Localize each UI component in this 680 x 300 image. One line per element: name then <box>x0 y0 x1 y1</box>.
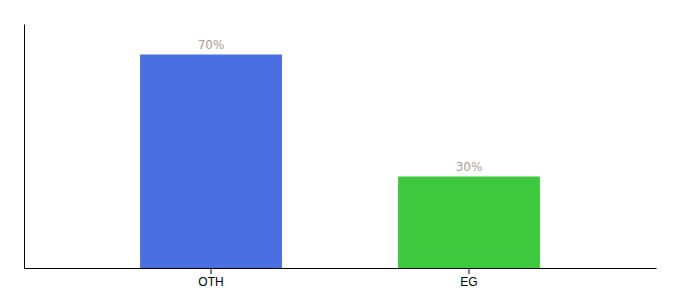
y-axis-line <box>24 25 25 269</box>
y-axis <box>24 25 25 269</box>
x-axis-line <box>25 268 657 269</box>
x-tick: EG <box>460 268 477 289</box>
x-tick-label: OTH <box>198 275 223 289</box>
bar <box>398 177 540 269</box>
x-axis: OTH EG <box>25 268 657 289</box>
chart-container: OTH EG 70% 30% <box>0 0 680 300</box>
chart-svg: OTH EG 70% 30% <box>0 0 680 300</box>
bar <box>140 55 282 269</box>
data-labels: 70% 30% <box>198 38 483 174</box>
x-tick: OTH <box>198 268 223 289</box>
bars <box>140 55 540 269</box>
x-tick-label: EG <box>460 275 477 289</box>
data-label: 70% <box>198 38 225 52</box>
x-tick-mark <box>211 268 212 274</box>
data-label: 30% <box>456 160 483 174</box>
x-tick-mark <box>468 268 469 274</box>
plot-area: OTH EG 70% 30% <box>25 25 657 289</box>
